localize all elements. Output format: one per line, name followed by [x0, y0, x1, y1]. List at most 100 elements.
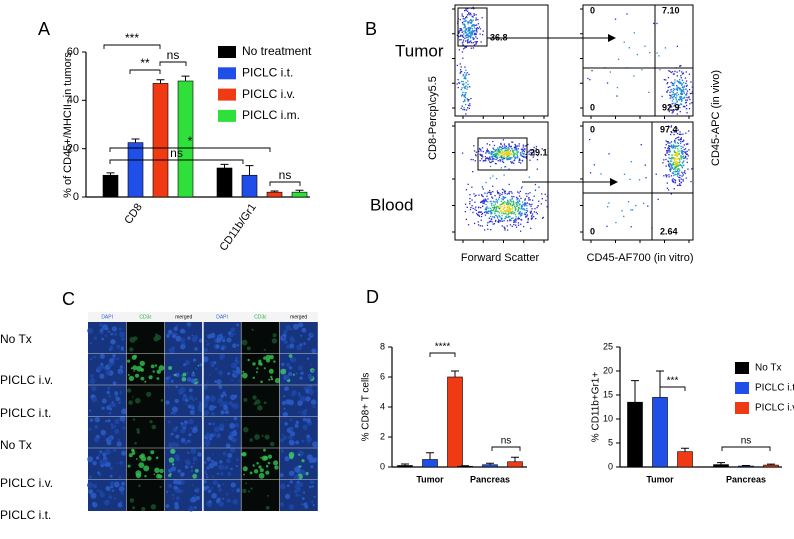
micrograph-speck — [311, 369, 314, 372]
flow-event — [670, 175, 673, 177]
flow-event — [510, 153, 512, 155]
micrograph-speck — [288, 354, 293, 358]
flow-event — [672, 167, 674, 169]
flow-event — [466, 16, 468, 19]
flow-event — [465, 31, 467, 33]
flow-event — [510, 205, 512, 207]
flow-event — [671, 106, 673, 108]
flow-event — [486, 157, 488, 160]
micrograph-speck — [289, 418, 293, 422]
micrograph-speck — [270, 377, 274, 381]
flow-event — [473, 24, 475, 26]
flow-event — [511, 207, 514, 209]
flow-event — [506, 220, 509, 222]
flow-event — [493, 207, 496, 209]
micrograph-speck — [246, 346, 251, 351]
flow-event — [481, 147, 484, 149]
flow-event — [458, 30, 460, 32]
flow-event — [591, 70, 593, 72]
flow-event — [673, 84, 675, 87]
flow-event — [676, 86, 678, 88]
micrograph-speck — [265, 505, 270, 510]
flow-event — [484, 229, 486, 231]
flow-event — [506, 225, 508, 227]
flow-event — [684, 77, 687, 79]
flow-event — [627, 201, 630, 203]
flow-event — [525, 203, 527, 205]
flow-event — [670, 141, 673, 143]
flow-event — [495, 178, 498, 180]
x-tick-label: CD11b/Gr1 — [218, 202, 259, 254]
flow-event — [517, 191, 519, 193]
flow-event — [493, 144, 496, 147]
flow-plot — [454, 121, 549, 241]
flow-event — [677, 153, 680, 155]
flow-event — [629, 178, 631, 180]
flow-event — [460, 89, 462, 91]
error-bar — [631, 380, 639, 403]
flow-event — [470, 34, 472, 37]
flow-event — [495, 153, 497, 155]
flow-event — [671, 158, 673, 160]
micrograph-speck — [109, 481, 115, 486]
flow-event — [473, 30, 475, 32]
flow-event — [527, 221, 529, 223]
micrograph-speck — [216, 379, 222, 385]
flow-event — [470, 42, 473, 44]
gate — [457, 7, 488, 47]
flow-event — [511, 141, 514, 143]
flow-event — [499, 146, 501, 148]
flow-event — [462, 41, 464, 43]
flow-event — [513, 196, 515, 198]
micrograph-speck — [173, 326, 178, 331]
flow-event — [470, 30, 472, 32]
error-bar — [681, 447, 689, 452]
flow-event — [670, 145, 673, 147]
flow-event — [481, 200, 483, 202]
flow-event — [511, 195, 513, 198]
micrograph-speck — [297, 400, 303, 406]
flow-event — [520, 223, 522, 225]
y-tick-label: 2 — [380, 431, 385, 441]
micrograph-speck — [256, 462, 259, 465]
flow-event — [496, 157, 499, 160]
micrograph-speck — [109, 474, 113, 478]
micrograph-speck — [197, 364, 200, 367]
micrograph-speck — [206, 485, 210, 489]
micrograph-speck — [258, 472, 265, 479]
flow-event — [521, 155, 524, 157]
micrograph-speck — [188, 418, 194, 425]
flow-event — [465, 92, 467, 94]
flow-event — [501, 147, 503, 150]
flow-event — [677, 150, 679, 152]
y-tick-label: 0 — [380, 461, 385, 471]
flow-event — [479, 211, 481, 213]
micrograph-speck — [216, 337, 222, 343]
flow-event — [471, 21, 473, 23]
flow-event — [515, 218, 517, 220]
flow-event — [484, 211, 486, 213]
flow-event — [666, 91, 668, 93]
flow-event — [677, 109, 679, 111]
flow-event — [463, 24, 465, 26]
flow-event — [686, 161, 688, 164]
flow-event — [511, 225, 513, 227]
micrograph-speck — [187, 439, 191, 443]
micrograph-speck — [116, 344, 121, 349]
micrograph-speck — [229, 447, 236, 454]
flow-event — [515, 216, 517, 218]
flow-event — [541, 148, 543, 150]
legend-label: No Tx — [755, 363, 782, 374]
x-tick-label: Tumor — [646, 474, 674, 484]
flow-event — [518, 203, 521, 205]
micrograph-speck — [212, 461, 218, 467]
flow-event — [680, 90, 682, 93]
flow-event — [679, 184, 682, 186]
micrograph-speck — [268, 368, 274, 374]
significance-bracket — [159, 61, 187, 66]
flow-event — [496, 200, 499, 202]
flow-event — [656, 52, 658, 54]
flow-event — [680, 98, 682, 100]
flow-event — [685, 108, 688, 110]
micrograph-speck — [138, 462, 145, 468]
